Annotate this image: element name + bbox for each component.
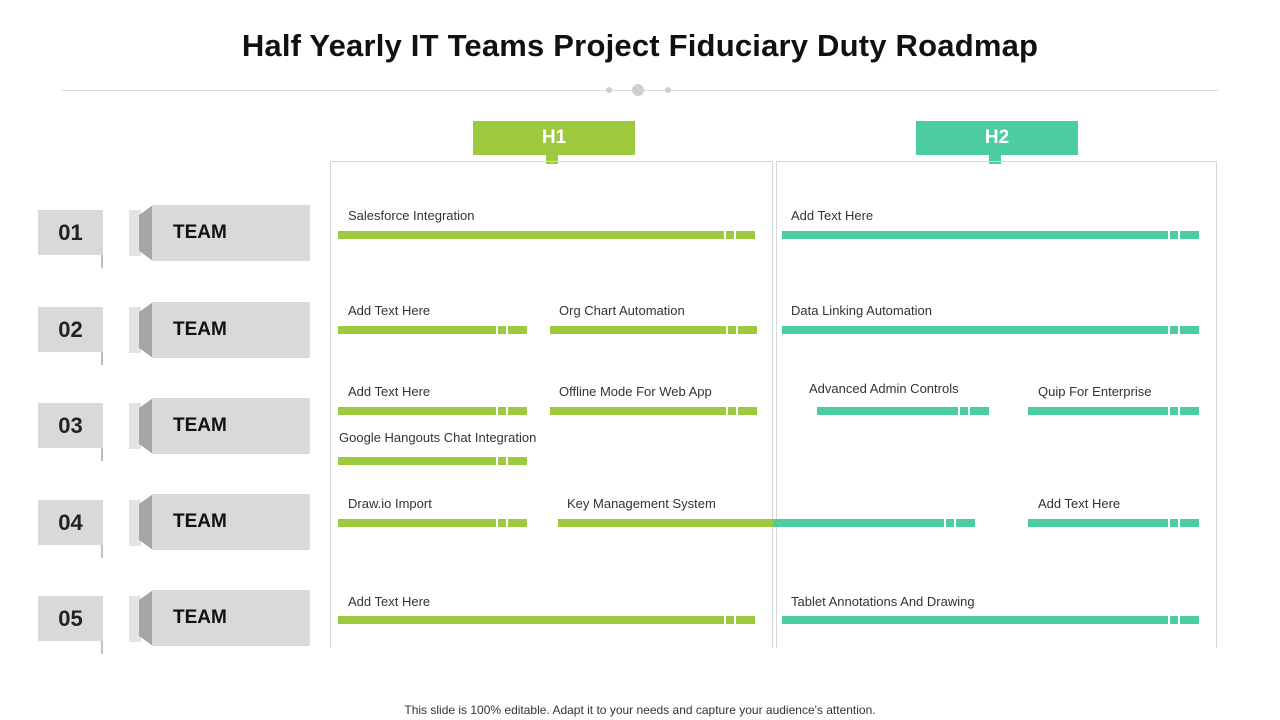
grid-top-line-h1 — [330, 161, 772, 162]
row-number: 04 — [38, 500, 103, 545]
task-bar-marker — [1168, 517, 1180, 529]
task-label: Key Management System — [567, 496, 716, 511]
team-label: TEAM — [152, 302, 310, 358]
task-bar-h2 — [817, 407, 989, 415]
task-bar-marker — [1168, 324, 1180, 336]
team-label: TEAM — [152, 205, 310, 261]
task-bar-marker — [1168, 614, 1180, 626]
team-tab-fold — [139, 590, 153, 646]
divider-dot-center — [632, 84, 644, 96]
team-tab-fold — [139, 302, 153, 358]
task-bar-h2 — [773, 519, 975, 527]
task-label: Salesforce Integration — [348, 208, 475, 223]
task-bar-h1 — [338, 231, 755, 239]
task-bar-h2 — [1028, 407, 1199, 415]
task-bar-marker — [944, 517, 956, 529]
grid-line-mid-b — [776, 161, 777, 648]
task-label: Data Linking Automation — [791, 303, 932, 318]
row-number: 02 — [38, 307, 103, 352]
team-tab-fold — [139, 398, 153, 454]
task-bar-h1 — [338, 407, 527, 415]
task-bar-h1 — [338, 326, 527, 334]
task-bar-h1 — [558, 519, 773, 527]
phase-tick-h1 — [546, 155, 558, 164]
task-bar-marker — [1168, 229, 1180, 241]
footer-note: This slide is 100% editable. Adapt it to… — [404, 703, 876, 717]
team-label: TEAM — [152, 494, 310, 550]
task-bar-h2 — [1028, 519, 1199, 527]
team-tab-back — [129, 307, 141, 353]
task-bar-h1 — [338, 457, 527, 465]
task-label: Google Hangouts Chat Integration — [339, 430, 537, 445]
team-tab-fold — [139, 205, 153, 261]
divider-dot-right — [665, 87, 671, 93]
task-bar-marker — [724, 229, 736, 241]
task-label: Add Text Here — [348, 384, 431, 399]
task-bar-marker — [724, 614, 736, 626]
task-label: Org Chart Automation — [559, 303, 685, 318]
team-label: TEAM — [152, 398, 310, 454]
team-tab-back — [129, 596, 141, 642]
grid-line-right — [1216, 161, 1217, 648]
task-label: Draw.io Import — [348, 496, 432, 511]
task-bar-marker — [1168, 405, 1180, 417]
team-label: TEAM — [152, 590, 310, 646]
task-bar-marker — [496, 405, 508, 417]
task-label: Offline Mode For Web App — [559, 384, 712, 399]
task-bar-h2 — [782, 616, 1199, 624]
grid-line-mid-a — [772, 161, 773, 648]
task-label: Add Text Here — [348, 594, 431, 609]
grid-line-left — [330, 161, 331, 648]
task-bar-marker — [496, 324, 508, 336]
page-title: Half Yearly IT Teams Project Fiduciary D… — [241, 28, 1039, 63]
task-bar-h1 — [338, 519, 527, 527]
task-bar-marker — [496, 455, 508, 467]
team-tab-fold — [139, 494, 153, 550]
divider-dot-left — [606, 87, 612, 93]
task-bar-h2 — [782, 231, 1199, 239]
row-number: 01 — [38, 210, 103, 255]
team-tab-back — [129, 403, 141, 449]
task-bar-marker — [958, 405, 970, 417]
team-tab-back — [129, 210, 141, 256]
task-label: Add Text Here — [791, 208, 874, 223]
phase-tick-h2 — [989, 155, 1001, 164]
task-bar-h1 — [338, 616, 755, 624]
task-label: Add Text Here — [348, 303, 431, 318]
task-bar-marker — [726, 405, 738, 417]
task-bar-marker — [496, 517, 508, 529]
phase-header-h1: H1 — [473, 121, 635, 155]
task-label: Quip For Enterprise — [1038, 384, 1152, 399]
task-label: Advanced Admin Controls — [809, 381, 959, 396]
phase-header-h2: H2 — [916, 121, 1078, 155]
task-bar-marker — [726, 324, 738, 336]
team-tab-back — [129, 500, 141, 546]
row-number: 03 — [38, 403, 103, 448]
task-label: Tablet Annotations And Drawing — [791, 594, 975, 609]
task-bar-h1 — [550, 326, 757, 334]
task-label: Add Text Here — [1038, 496, 1121, 511]
grid-top-line-h2 — [776, 161, 1216, 162]
task-bar-h1 — [550, 407, 757, 415]
row-number: 05 — [38, 596, 103, 641]
task-bar-h2 — [782, 326, 1199, 334]
